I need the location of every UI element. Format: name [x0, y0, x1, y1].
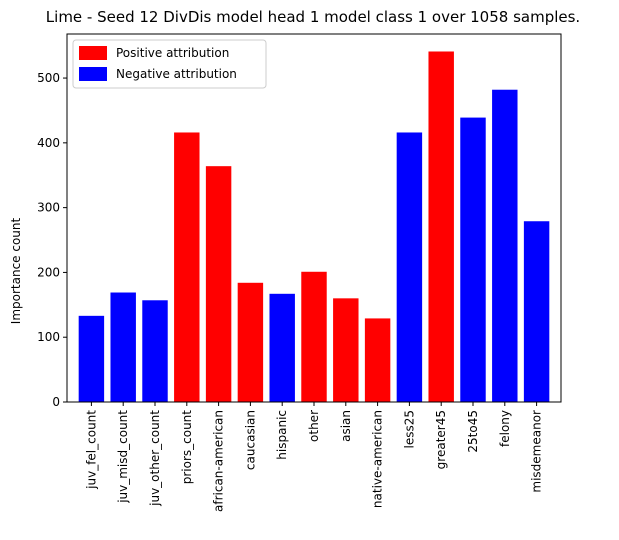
x-tick-label: caucasian — [243, 410, 257, 470]
x-tick-label: african-american — [212, 410, 226, 512]
legend-swatch-positive — [79, 46, 107, 60]
bars-group — [78, 51, 550, 403]
bar-african-american — [205, 166, 232, 402]
bar-misdemeanor — [523, 221, 550, 402]
legend-swatch-negative — [79, 67, 107, 81]
bar-native-american — [364, 318, 391, 402]
x-tick-label: 25to45 — [466, 410, 480, 453]
bar-other — [301, 271, 327, 402]
y-tick-label: 0 — [52, 395, 60, 409]
bar-juv_misd_count — [110, 292, 136, 402]
x-tick-label: juv_fel_count — [84, 410, 98, 490]
bar-priors_count — [174, 132, 200, 403]
x-axis-ticks: juv_fel_count juv_misd_count juv_other_cou… — [84, 402, 544, 512]
legend-label-positive: Positive attribution — [116, 46, 229, 60]
bar-less25 — [396, 132, 423, 403]
plot-frame — [66, 33, 562, 403]
y-tick-label: 200 — [37, 265, 60, 279]
y-tick-label: 400 — [37, 136, 60, 150]
x-tick-label: native-american — [371, 410, 385, 508]
bar-juv_other_count — [142, 300, 168, 402]
legend-box — [72, 39, 267, 89]
x-tick-label: felony — [498, 410, 512, 447]
bar-hispanic — [269, 293, 295, 402]
y-tick-label: 300 — [37, 201, 60, 215]
x-tick-label: greater45 — [434, 410, 448, 469]
chart-title: Lime - Seed 12 DivDis model head 1 model… — [46, 8, 580, 26]
legend: Positive attribution Negative attribution — [72, 39, 267, 89]
bar-juv_fel_count — [78, 315, 105, 402]
bar-greater45 — [428, 51, 454, 403]
bar-caucasian — [237, 282, 264, 402]
x-tick-label: less25 — [402, 410, 416, 449]
bar-25to45 — [460, 117, 486, 402]
y-tick-label: 500 — [37, 71, 60, 85]
x-tick-label: other — [307, 410, 321, 442]
legend-label-negative: Negative attribution — [116, 67, 237, 81]
y-axis-label: Importance count — [9, 217, 23, 324]
x-tick-label: asian — [339, 410, 353, 442]
x-tick-label: misdemeanor — [530, 410, 544, 493]
x-tick-label: priors_count — [180, 410, 194, 485]
bar-asian — [333, 298, 359, 402]
y-axis-ticks: 0 100 200 300 400 500 — [37, 71, 67, 409]
x-tick-label: hispanic — [275, 410, 289, 460]
y-tick-label: 100 — [37, 330, 60, 344]
x-tick-label: juv_misd_count — [116, 410, 130, 504]
x-tick-label: juv_other_count — [148, 410, 162, 507]
bar-felony — [492, 89, 518, 402]
